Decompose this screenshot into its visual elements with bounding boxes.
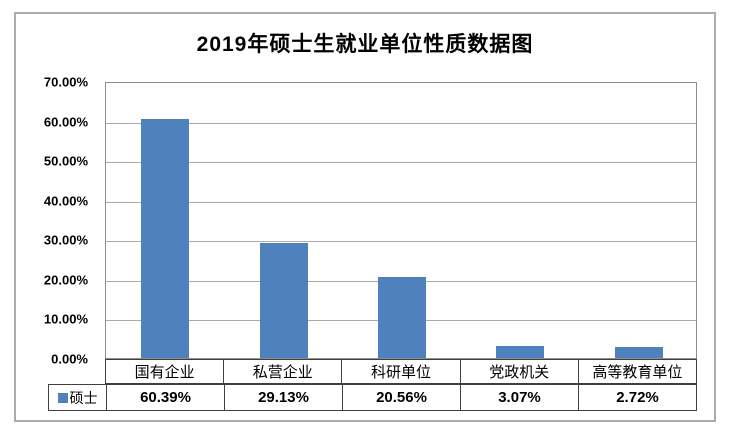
category-label: 科研单位 bbox=[341, 360, 459, 383]
y-tick-label: 60.00% bbox=[43, 114, 88, 130]
gridline bbox=[106, 201, 696, 203]
value-cell: 29.13% bbox=[224, 385, 342, 410]
bar-私营企业 bbox=[259, 242, 308, 358]
category-label: 高等教育单位 bbox=[577, 360, 696, 383]
y-tick-label: 70.00% bbox=[43, 74, 88, 90]
chart-title: 2019年硕士生就业单位性质数据图 bbox=[196, 33, 534, 56]
bar-党政机关 bbox=[496, 345, 545, 358]
legend-series-label: 硕士 bbox=[69, 391, 98, 407]
data-table-value-row: 硕士 60.39% 29.13% 20.56% 3.07% 2.72% bbox=[48, 384, 697, 411]
bar-国有企业 bbox=[141, 119, 190, 358]
legend-marker-icon bbox=[57, 392, 68, 403]
category-label: 私营企业 bbox=[223, 360, 341, 383]
x-axis-category-row: 国有企业 私营企业 科研单位 党政机关 高等教育单位 bbox=[105, 359, 697, 384]
y-tick-label: 30.00% bbox=[43, 232, 88, 248]
y-tick-label: 0.00% bbox=[51, 351, 88, 367]
y-tick-label: 10.00% bbox=[43, 311, 88, 327]
gridline bbox=[106, 241, 696, 243]
category-label: 党政机关 bbox=[459, 360, 578, 383]
gridline bbox=[106, 162, 696, 164]
plot-area bbox=[105, 82, 697, 359]
gridline bbox=[106, 122, 696, 124]
value-cell: 3.07% bbox=[460, 385, 578, 410]
y-axis: 70.00% 60.00% 50.00% 40.00% 30.00% 20.00% 10.0… bbox=[16, 75, 96, 367]
value-cell: 2.72% bbox=[578, 385, 696, 410]
legend-cell: 硕士 bbox=[49, 385, 106, 410]
bar-高等教育单位 bbox=[614, 347, 663, 358]
bar-科研单位 bbox=[378, 276, 426, 358]
y-tick-label: 40.00% bbox=[43, 193, 88, 209]
y-tick-label: 50.00% bbox=[43, 153, 88, 169]
value-cell: 20.56% bbox=[342, 385, 460, 410]
value-cell: 60.39% bbox=[106, 385, 224, 410]
y-tick-label: 20.00% bbox=[43, 272, 88, 288]
chart-frame: 2019年硕士生就业单位性质数据图 70.00% 60.00% 50.00% 40.0… bbox=[14, 12, 716, 422]
category-label: 国有企业 bbox=[134, 365, 195, 381]
